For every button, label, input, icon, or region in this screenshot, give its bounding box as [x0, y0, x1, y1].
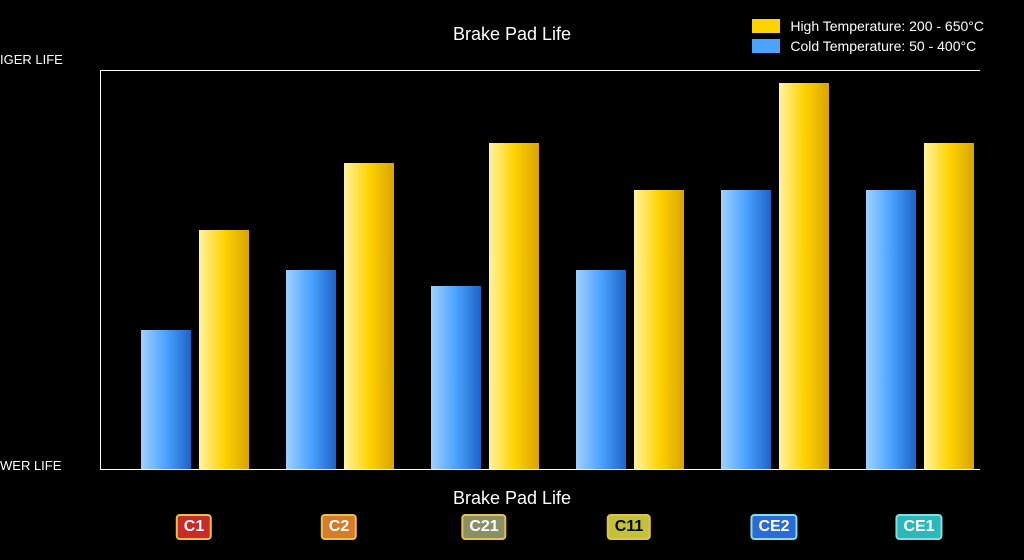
bar-cold-C2 — [286, 270, 336, 469]
legend-swatch-high — [752, 19, 780, 33]
bar-high-C1 — [199, 230, 249, 469]
bar-cold-C11 — [576, 270, 626, 469]
legend-item-cold: Cold Temperature: 50 - 400°C — [752, 38, 984, 54]
legend-swatch-cold — [752, 39, 780, 53]
x-label-CE2: CE2 — [750, 514, 797, 540]
bar-high-C21 — [489, 143, 539, 469]
x-label-C2: C2 — [321, 514, 357, 540]
legend-label-cold: Cold Temperature: 50 - 400°C — [790, 38, 976, 54]
x-axis-title: Brake Pad Life — [0, 488, 1024, 509]
legend-item-high: High Temperature: 200 - 650°C — [752, 18, 984, 34]
y-axis-top-label: IGER LIFE — [0, 52, 90, 67]
bar-high-C2 — [344, 163, 394, 469]
x-label-C1: C1 — [176, 514, 212, 540]
chart-legend: High Temperature: 200 - 650°C Cold Tempe… — [752, 18, 984, 58]
x-label-C21: C21 — [461, 514, 506, 540]
bar-cold-C21 — [431, 286, 481, 469]
bar-cold-CE1 — [866, 190, 916, 469]
bar-high-CE2 — [779, 83, 829, 469]
bar-high-CE1 — [924, 143, 974, 469]
brake-pad-life-chart: Brake Pad Life High Temperature: 200 - 6… — [0, 0, 1024, 560]
x-label-C11: C11 — [607, 514, 651, 540]
y-axis-bottom-label: WER LIFE — [0, 458, 90, 473]
bar-cold-C1 — [141, 330, 191, 469]
x-axis-labels: C1 C2 C21 C11 CE2 CE1 — [100, 514, 980, 544]
plot-area — [100, 70, 980, 470]
bar-high-C11 — [634, 190, 684, 469]
legend-label-high: High Temperature: 200 - 650°C — [790, 18, 984, 34]
bar-cold-CE2 — [721, 190, 771, 469]
x-label-CE1: CE1 — [895, 514, 942, 540]
